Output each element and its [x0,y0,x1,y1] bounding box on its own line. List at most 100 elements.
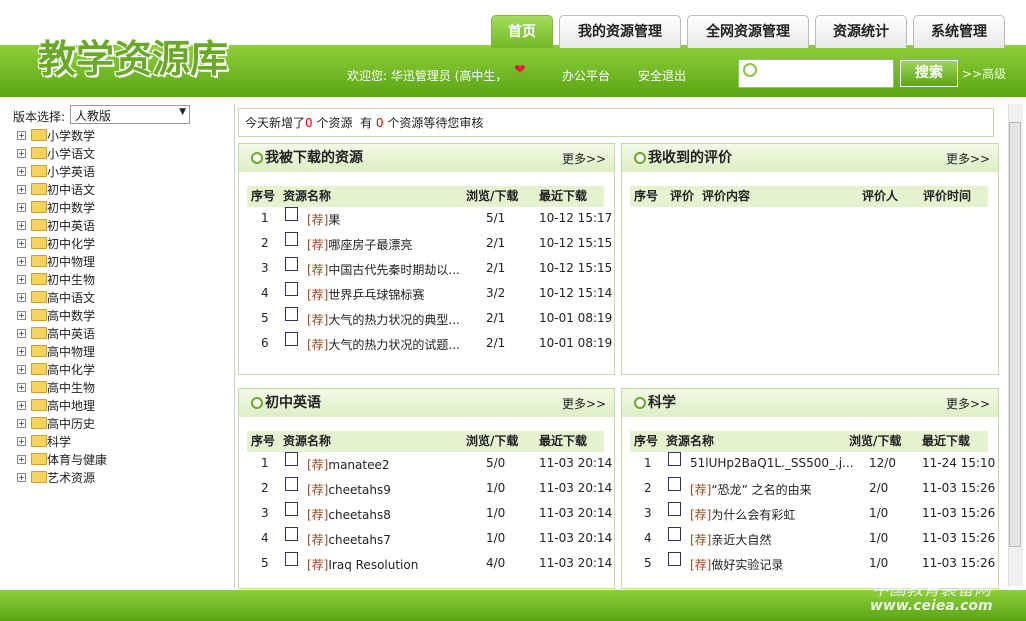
tree-expand[interactable]: + [17,311,26,320]
version-value: 人教版 [75,109,112,123]
more-link[interactable]: 更多>> [946,152,991,166]
folder-icon [31,399,47,411]
tree-expand[interactable]: + [17,149,26,158]
views-downloads: 12/0 [869,456,896,470]
tree-item[interactable]: 艺术资源 [47,471,96,485]
folder-icon [31,381,47,393]
resource-name: 为什么会有彩虹 [711,508,796,522]
resource-link[interactable]: [荐]cheetahs8 [307,506,391,523]
tree-expand[interactable]: + [17,455,26,464]
file-icon [668,527,681,541]
tree-expand[interactable]: + [17,383,26,392]
nav-tab[interactable]: 资源统计 [815,15,907,48]
resource-link[interactable]: [荐]果 [307,211,340,228]
resource-link[interactable]: [荐]亲近大自然 [690,531,771,548]
resource-link[interactable]: [荐]cheetahs7 [307,531,391,548]
row-number: 5 [644,556,652,570]
last-download: 11-03 15:26 [922,556,996,570]
resource-link[interactable]: [荐]“恐龙” 之名的由来 [690,481,812,498]
panel-header: 我收到的评价 更多>> [622,144,998,172]
file-icon [285,477,298,491]
search-button[interactable]: 搜索 [900,60,958,87]
tree-item[interactable]: 小学英语 [47,165,96,179]
nav-tab[interactable]: 我的资源管理 [559,15,681,48]
row-number: 5 [261,556,269,570]
tree-expand[interactable]: + [17,257,26,266]
resource-link[interactable]: [荐]大气的热力状况的典型... [307,311,460,328]
nav-tab[interactable]: 首页 [491,15,553,48]
resource-link[interactable]: [荐]做好实验记录 [690,556,783,573]
resource-link[interactable]: [荐]cheetahs9 [307,481,391,498]
tree-item[interactable]: 科学 [47,435,72,449]
panel: 初中英语 更多>> 序号 资源名称 浏览/下载 最近下载 1 [荐]manatee2 5/0 11… [238,388,615,589]
recommend-tag: [荐] [690,483,712,497]
tree-expand[interactable]: + [17,401,26,410]
more-link[interactable]: 更多>> [562,152,607,166]
watermark-cn: 中国教育装备网 [872,580,991,600]
panel-bullet [251,152,263,164]
tree-expand[interactable]: + [17,419,26,428]
tree-expand[interactable]: + [17,293,26,302]
tree-expand[interactable]: + [17,221,26,230]
tree-item[interactable]: 初中数学 [47,201,96,215]
tree-item[interactable]: 高中英语 [47,327,96,341]
more-link[interactable]: 更多>> [946,397,991,411]
tree-expand[interactable]: + [17,437,26,446]
tree-item[interactable]: 小学语文 [47,147,96,161]
resource-name: 大气的热力状况的典型... [328,313,460,327]
version-select[interactable]: 人教版 ▼ [70,105,190,124]
resource-link[interactable]: [荐]哪座房子最漂亮 [307,236,412,253]
search-input[interactable] [738,59,894,88]
tree-item[interactable]: 初中生物 [47,273,96,287]
notice-box: 今天新增了0 个资源 有 0 个资源等待您审核 [238,108,994,137]
resource-name: cheetahs8 [328,508,391,522]
nav-tab[interactable]: 全网资源管理 [687,15,809,48]
resource-link[interactable]: [荐]Iraq Resolution [307,556,418,573]
tree-item[interactable]: 高中化学 [47,363,96,377]
tree-item[interactable]: 小学数学 [47,129,96,143]
tree-expand[interactable]: + [17,329,26,338]
advanced-link[interactable]: >>高级 [962,67,1007,81]
office-link[interactable]: 办公平台 [562,69,611,83]
tree-item[interactable]: 初中英语 [47,219,96,233]
last-download: 10-12 15:15 [539,261,613,275]
resource-link[interactable]: [荐]为什么会有彩虹 [690,506,795,523]
notice-suffix: 个资源等待您审核 [383,116,484,130]
tree-item[interactable]: 初中物理 [47,255,96,269]
column-header: 序号 [634,189,659,203]
tree-item[interactable]: 高中生物 [47,381,96,395]
panel-title: 初中英语 [265,395,321,411]
resource-link[interactable]: [荐]大气的热力状况的试题... [307,336,460,353]
resource-link[interactable]: [荐]中国古代先秦时期劫以... [307,261,460,278]
resource-link[interactable]: [荐]manatee2 [307,456,389,473]
resource-link[interactable]: 51lUHp2BaQ1L._SS500_.j... [690,456,854,470]
nav-tab[interactable]: 系统管理 [913,15,1005,48]
tree-expand[interactable]: + [17,473,26,482]
tree-expand[interactable]: + [17,365,26,374]
tree-item[interactable]: 高中语文 [47,291,96,305]
resource-name: 做好实验记录 [711,558,784,572]
tree-expand[interactable]: + [17,239,26,248]
tree-item[interactable]: 高中物理 [47,345,96,359]
tree-expand[interactable]: + [17,203,26,212]
folder-icon [31,255,47,267]
tree-item[interactable]: 高中地理 [47,399,96,413]
panel-bullet [634,152,646,164]
last-download: 11-03 20:14 [539,456,613,470]
tree-expand[interactable]: + [17,131,26,140]
tree-expand[interactable]: + [17,185,26,194]
tree-item[interactable]: 初中化学 [47,237,96,251]
logout-link[interactable]: 安全退出 [638,69,687,83]
tree-expand[interactable]: + [17,167,26,176]
panel: 我被下载的资源 更多>> 序号 资源名称 浏览/下载 最近下载 1 [荐]果 5/1 10-12 … [238,143,615,375]
tree-expand[interactable]: + [17,275,26,284]
column-header: 最近下载 [539,434,588,448]
scroll-thumb[interactable] [1009,122,1021,547]
tree-item[interactable]: 高中数学 [47,309,96,323]
tree-item[interactable]: 高中历史 [47,417,96,431]
tree-expand[interactable]: + [17,347,26,356]
more-link[interactable]: 更多>> [562,397,607,411]
tree-item[interactable]: 初中语文 [47,183,96,197]
resource-link[interactable]: [荐]世界乒乓球锦标赛 [307,286,424,303]
tree-item[interactable]: 体育与健康 [47,453,108,467]
